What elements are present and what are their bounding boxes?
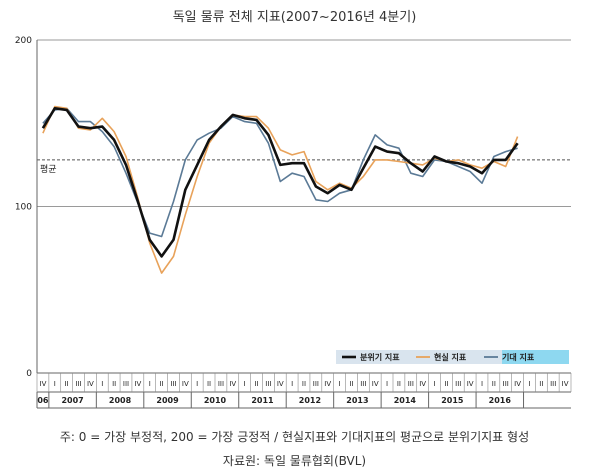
x-quarter-label: IV — [40, 380, 47, 388]
x-quarter-label: I — [196, 380, 198, 388]
x-quarter-label: I — [339, 380, 341, 388]
axes — [36, 40, 572, 409]
x-quarter-label: III — [360, 380, 366, 388]
x-quarter-label: III — [75, 380, 81, 388]
series-line-2 — [42, 105, 519, 274]
legend: 분위기 지표 현실 지표 기대 지표 — [336, 350, 569, 364]
x-year-label: 2015 — [441, 396, 464, 405]
x-quarter-label: I — [291, 380, 293, 388]
y-tick-label: 100 — [15, 203, 32, 213]
x-quarter-label: IV — [514, 380, 521, 388]
x-quarter-label: III — [503, 380, 509, 388]
chart-note: 주: 0 = 가장 부정적, 200 = 가장 긍정적 / 현실지표와 기대지표… — [59, 430, 530, 444]
x-quarter-label: IV — [562, 380, 569, 388]
x-year-label: 2009 — [156, 396, 179, 405]
x-quarter-label: I — [433, 380, 435, 388]
series-line-1 — [41, 107, 519, 258]
x-quarter-label: II — [349, 380, 353, 388]
x-quarter-label: I — [101, 380, 103, 388]
x-quarter-label: II — [207, 380, 211, 388]
y-tick-label: 0 — [26, 369, 32, 379]
x-year-label: 2016 — [489, 396, 512, 405]
x-quarter-label: II — [539, 380, 543, 388]
x-quarter-label: III — [123, 380, 129, 388]
x-year-label: 06 — [37, 396, 49, 405]
x-quarter-label: III — [455, 380, 461, 388]
x-quarter-label: II — [254, 380, 258, 388]
x-quarter-label: I — [528, 380, 530, 388]
series-line-3 — [42, 107, 518, 238]
x-quarter-label: I — [54, 380, 56, 388]
x-quarter-label: II — [65, 380, 69, 388]
x-quarter-label: III — [170, 380, 176, 388]
x-quarter-label: IV — [419, 380, 426, 388]
x-quarter-label: III — [313, 380, 319, 388]
legend-label-1: 분위기 지표 — [360, 352, 400, 362]
x-year-label: 2012 — [299, 396, 321, 405]
x-quarter-label: IV — [182, 380, 189, 388]
x-quarter-label: IV — [324, 380, 331, 388]
x-year-label: 2010 — [204, 396, 227, 405]
x-quarter-label: III — [550, 380, 556, 388]
x-quarter-label: III — [408, 380, 414, 388]
gridlines — [37, 39, 571, 374]
legend-label-3: 기대 지표 — [502, 352, 535, 362]
x-quarter-label: III — [265, 380, 271, 388]
x-quarter-label: II — [112, 380, 116, 388]
average-label: 평균 — [40, 164, 57, 175]
x-year-label: 2007 — [61, 396, 83, 405]
chart-title: 독일 물류 전체 지표(2007~2016년 4분기) — [172, 10, 417, 25]
x-quarter-label: I — [386, 380, 388, 388]
x-quarter-label: II — [492, 380, 496, 388]
x-quarter-label: II — [160, 380, 164, 388]
x-year-label: 2014 — [394, 396, 417, 405]
x-quarter-label: III — [218, 380, 224, 388]
legend-label-2: 현실 지표 — [434, 352, 467, 362]
x-year-label: 2011 — [251, 396, 274, 405]
x-quarter-label: II — [397, 380, 401, 388]
x-quarter-label: IV — [134, 380, 141, 388]
x-quarter-label: I — [481, 380, 483, 388]
x-quarter-label: IV — [277, 380, 284, 388]
x-quarter-label: I — [149, 380, 151, 388]
legend-accent — [502, 350, 569, 364]
x-quarter-label: IV — [87, 380, 94, 388]
x-quarter-label: I — [244, 380, 246, 388]
x-quarter-label: II — [302, 380, 306, 388]
x-quarter-label: IV — [372, 380, 379, 388]
x-quarter-label: IV — [229, 380, 236, 388]
series-lines — [41, 105, 519, 274]
x-quarter-label: II — [444, 380, 448, 388]
x-quarter-label: IV — [467, 380, 474, 388]
average-line: 평균 — [37, 159, 571, 175]
chart-source: 자료원: 독일 물류협회(BVL) — [222, 454, 367, 468]
x-year-label: 2013 — [346, 396, 368, 405]
x-year-label: 2008 — [109, 396, 132, 405]
y-tick-label: 200 — [15, 36, 32, 46]
